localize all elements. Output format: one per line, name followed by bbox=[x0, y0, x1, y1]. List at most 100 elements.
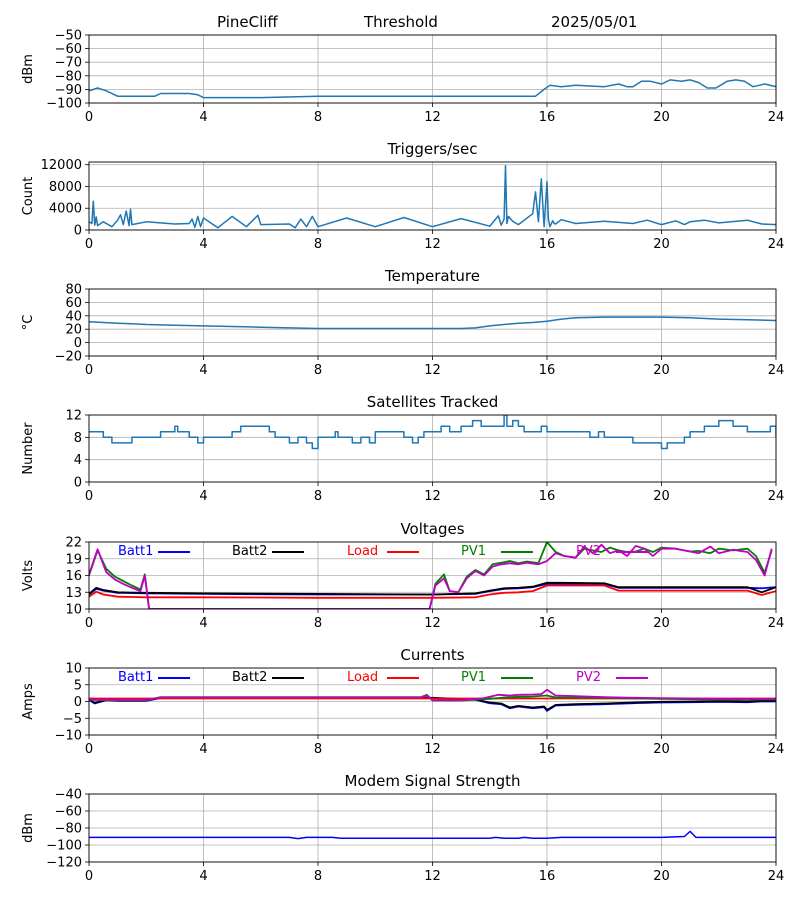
y-tick-label: −10 bbox=[55, 729, 82, 744]
x-tick-label: 24 bbox=[768, 489, 785, 504]
y-tick-label: 40 bbox=[65, 309, 82, 324]
legend-label-batt2: Batt2 bbox=[232, 670, 267, 685]
series-group bbox=[89, 688, 776, 712]
legend-label-load: Load bbox=[347, 544, 378, 559]
panel-6: 0 4 8 12 16 20 24 −40 −60 −80 −100 −120 Modem Signal… bbox=[21, 772, 784, 884]
x-tick-label: 8 bbox=[314, 742, 322, 757]
x-tick-label: 0 bbox=[85, 869, 93, 884]
legend-label-pv2: PV2 bbox=[576, 670, 601, 685]
x-tick-label: 4 bbox=[199, 489, 207, 504]
x-tick-label: 20 bbox=[653, 237, 670, 252]
y-tick-label: 8000 bbox=[49, 180, 82, 195]
x-tick-label: 24 bbox=[768, 742, 785, 757]
y-tick-label: −40 bbox=[55, 788, 82, 803]
y-tick-label: 0 bbox=[74, 476, 82, 491]
series-line bbox=[89, 316, 776, 330]
series-group bbox=[89, 415, 776, 450]
legend-label-pv2: PV2 bbox=[576, 544, 601, 559]
x-tick-label: 20 bbox=[653, 869, 670, 884]
y-tick-label: 4 bbox=[74, 453, 82, 468]
y-tick-label: −70 bbox=[55, 56, 82, 71]
series-line bbox=[89, 830, 776, 840]
x-tick-label: 24 bbox=[768, 869, 785, 884]
x-tick-label: 4 bbox=[199, 742, 207, 757]
x-tick-label: 20 bbox=[653, 363, 670, 378]
y-tick-label: 19 bbox=[65, 552, 82, 567]
y-tick-label: 13 bbox=[65, 586, 82, 601]
x-tick-label: 4 bbox=[199, 110, 207, 125]
x-tick-label: 12 bbox=[424, 489, 441, 504]
x-tick-label: 20 bbox=[653, 110, 670, 125]
x-tick-label: 8 bbox=[314, 616, 322, 631]
y-tick-label: −20 bbox=[55, 350, 82, 365]
panel-title: Currents bbox=[400, 646, 464, 664]
x-tick-label: 12 bbox=[424, 110, 441, 125]
x-tick-label: 0 bbox=[85, 237, 93, 252]
y-tick-label: −100 bbox=[46, 97, 82, 112]
x-tick-label: 12 bbox=[424, 616, 441, 631]
x-tick-label: 8 bbox=[314, 110, 322, 125]
series-group bbox=[89, 830, 776, 840]
y-axis-label: dBm bbox=[21, 813, 36, 843]
y-tick-label: 0 bbox=[74, 336, 82, 351]
y-tick-label: −60 bbox=[55, 42, 82, 57]
x-tick-label: 16 bbox=[539, 869, 556, 884]
x-tick-label: 24 bbox=[768, 237, 785, 252]
y-tick-label: 22 bbox=[65, 536, 82, 551]
series-group bbox=[89, 316, 776, 330]
y-axis-label: °C bbox=[21, 315, 36, 331]
header-date: 2025/05/01 bbox=[551, 13, 637, 31]
x-tick-label: 24 bbox=[768, 363, 785, 378]
series-group bbox=[89, 165, 776, 229]
panel-0: 0 4 8 12 16 20 24 −50−60−70−80−90−100 dBm bbox=[21, 29, 784, 126]
y-tick-label: 80 bbox=[65, 283, 82, 298]
panel-3: 0 4 8 12 16 20 24 0 4 8 12 Satellites Tracked Number bbox=[21, 393, 784, 504]
y-tick-label: 60 bbox=[65, 296, 82, 311]
series-group bbox=[89, 79, 776, 99]
x-tick-label: 8 bbox=[314, 363, 322, 378]
x-tick-label: 4 bbox=[199, 237, 207, 252]
y-axis-label: Volts bbox=[21, 560, 36, 592]
y-tick-label: 16 bbox=[65, 569, 82, 584]
x-tick-label: 16 bbox=[539, 237, 556, 252]
x-tick-label: 20 bbox=[653, 489, 670, 504]
y-tick-label: 12 bbox=[65, 409, 82, 424]
x-tick-label: 4 bbox=[199, 363, 207, 378]
x-tick-label: 12 bbox=[424, 237, 441, 252]
y-tick-label: 0 bbox=[74, 224, 82, 239]
y-tick-label: −60 bbox=[55, 805, 82, 820]
y-tick-label: −50 bbox=[55, 29, 82, 44]
x-tick-label: 8 bbox=[314, 237, 322, 252]
series-line bbox=[89, 415, 776, 450]
y-tick-label: 5 bbox=[74, 678, 82, 693]
x-tick-label: 8 bbox=[314, 869, 322, 884]
panel-title: Triggers/sec bbox=[387, 140, 478, 158]
y-axis-label: Amps bbox=[21, 683, 36, 720]
legend-label-batt1: Batt1 bbox=[118, 670, 153, 685]
legend-label-pv1: PV1 bbox=[461, 670, 486, 685]
y-tick-label: −90 bbox=[55, 83, 82, 98]
x-tick-label: 16 bbox=[539, 110, 556, 125]
x-tick-label: 12 bbox=[424, 869, 441, 884]
y-tick-label: 20 bbox=[65, 323, 82, 338]
header-site: PineCliff bbox=[217, 13, 278, 31]
y-tick-label: 10 bbox=[65, 603, 82, 618]
series-line-pv2 bbox=[89, 688, 776, 702]
panel-title: Satellites Tracked bbox=[367, 393, 498, 411]
x-tick-label: 20 bbox=[653, 616, 670, 631]
x-tick-label: 0 bbox=[85, 363, 93, 378]
panel-title: Temperature bbox=[384, 267, 480, 285]
x-tick-label: 16 bbox=[539, 616, 556, 631]
x-tick-label: 20 bbox=[653, 742, 670, 757]
legend-label-load: Load bbox=[347, 670, 378, 685]
panel-1: 0 4 8 12 16 20 24 0 4000 8000 12000 Triggers/sec Cou… bbox=[21, 140, 784, 252]
panel-title: Voltages bbox=[400, 520, 464, 538]
x-tick-label: 0 bbox=[85, 616, 93, 631]
x-tick-label: 0 bbox=[85, 489, 93, 504]
